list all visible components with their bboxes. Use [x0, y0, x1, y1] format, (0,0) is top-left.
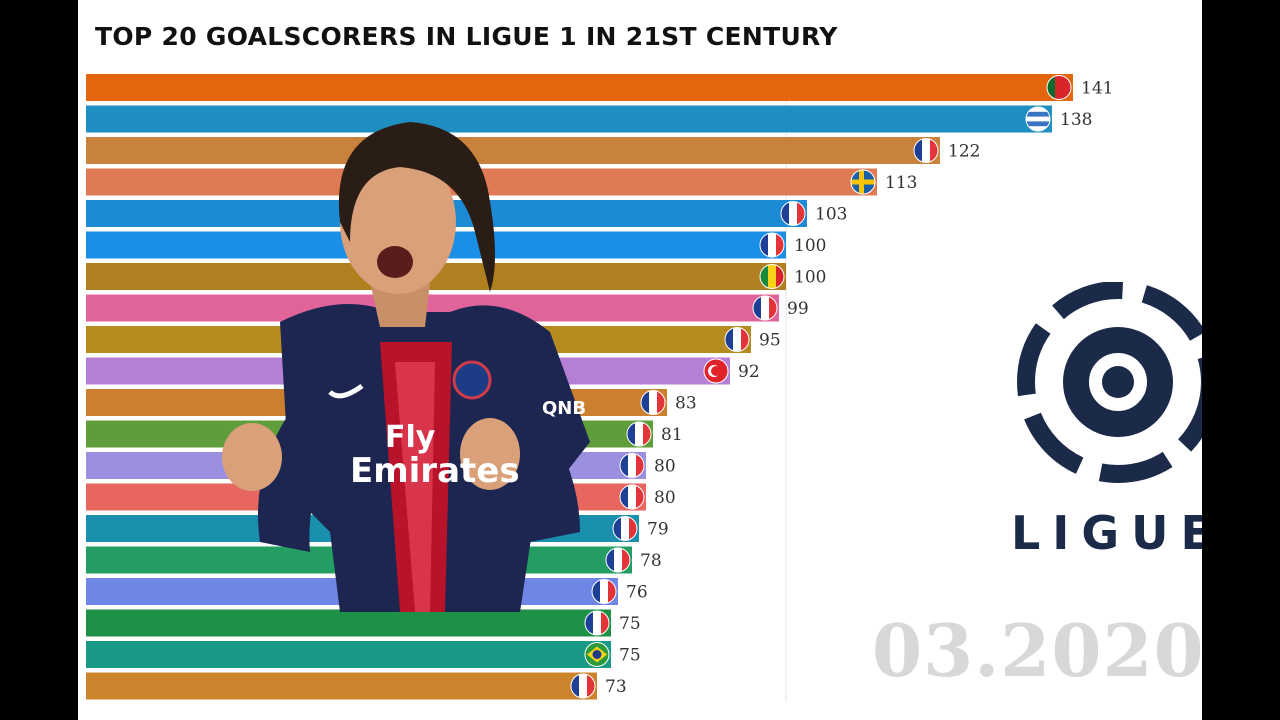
- bar-value-label: 138: [1060, 110, 1092, 130]
- france-flag-icon: [752, 295, 778, 321]
- bar-value-label: 81: [661, 425, 683, 445]
- bar-value-label: 79: [647, 520, 669, 540]
- bar-value-label: 83: [675, 394, 697, 414]
- bar-value-label: 73: [605, 677, 627, 697]
- ligue1-logo-text: LIGUE 1: [1011, 506, 1202, 560]
- france-flag-icon: [626, 421, 652, 447]
- chart-title: TOP 20 GOALSCORERS IN LIGUE 1 IN 21ST CE…: [95, 22, 838, 51]
- chart-panel: TOP 20 GOALSCORERS IN LIGUE 1 IN 21ST CE…: [78, 0, 1202, 720]
- bar-value-label: 95: [759, 331, 781, 351]
- bar: [86, 609, 611, 637]
- france-flag-icon: [619, 453, 645, 478]
- bar-value-label: 141: [1081, 79, 1113, 99]
- bar-value-label: 76: [626, 583, 648, 603]
- turkey-flag-icon: [703, 358, 729, 384]
- france-flag-icon: [724, 327, 750, 352]
- france-flag-icon: [584, 610, 610, 636]
- france-flag-icon: [612, 516, 638, 541]
- bar-value-label: 78: [640, 551, 662, 571]
- bar-value-label: 92: [738, 362, 760, 382]
- sweden-flag-icon: [850, 169, 876, 195]
- france-flag-icon: [913, 138, 939, 163]
- bar-value-label: 80: [654, 457, 676, 477]
- france-flag-icon: [759, 232, 785, 258]
- france-flag-icon: [591, 579, 617, 604]
- svg-text:Emirates: Emirates: [350, 451, 520, 491]
- bar-value-label: 75: [619, 646, 641, 666]
- bar-value-label: 113: [885, 173, 917, 193]
- svg-text:Fly: Fly: [385, 420, 436, 455]
- ligue1-logo: LIGUE 1: [1011, 282, 1202, 560]
- france-flag-icon: [619, 484, 645, 510]
- uruguay-flag-icon: [1025, 106, 1051, 132]
- date-label: 03.2020: [872, 608, 1202, 693]
- bar-value-label: 122: [948, 142, 980, 162]
- player-photo: Fly Emirates QNB: [222, 122, 590, 612]
- brazil-flag-icon: [584, 642, 610, 667]
- bar-value-label: 103: [815, 205, 847, 225]
- bar-value-label: 99: [787, 299, 809, 319]
- france-flag-icon: [605, 547, 631, 573]
- france-flag-icon: [640, 390, 666, 415]
- bar: [86, 641, 611, 668]
- bar-value-label: 75: [619, 614, 641, 634]
- france-flag-icon: [780, 201, 806, 226]
- bar: [86, 137, 940, 164]
- bar: [86, 672, 597, 700]
- bar-value-label: 80: [654, 488, 676, 508]
- bar-value-label: 100: [794, 236, 826, 256]
- svg-text:QNB: QNB: [542, 398, 586, 419]
- portugal-flag-icon: [1046, 75, 1072, 100]
- france-flag-icon: [570, 673, 596, 699]
- senegal-flag-icon: [759, 264, 785, 289]
- bar: [86, 74, 1073, 101]
- bar-value-label: 100: [794, 268, 826, 288]
- bar: [86, 105, 1052, 133]
